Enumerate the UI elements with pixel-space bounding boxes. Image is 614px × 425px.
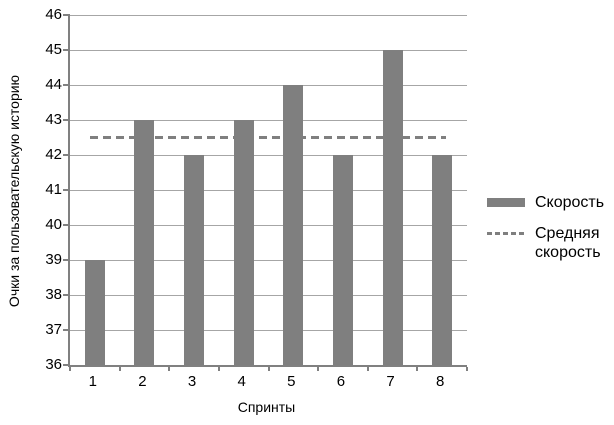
x-tick-label-8: 8 <box>436 373 445 390</box>
y-tick-label-45: 45 <box>45 41 62 58</box>
x-axis-tick-0 <box>69 367 71 371</box>
gridline-42 <box>70 154 467 156</box>
y-tick-label-43: 43 <box>45 111 62 128</box>
velocity-bar-swatch-icon <box>487 198 525 207</box>
average-velocity-dashed-line-icon <box>487 232 525 235</box>
y-axis-tick-41 <box>63 189 70 191</box>
gridline-40 <box>70 224 467 226</box>
x-axis-tick-2 <box>168 367 171 371</box>
x-axis-tick-4 <box>267 367 270 371</box>
y-axis-tick-39 <box>63 259 70 261</box>
y-axis-tick-45 <box>63 49 70 51</box>
y-axis-tick-44 <box>63 84 70 86</box>
legend-label-velocity: Скорость <box>535 194 605 211</box>
y-axis-tick-38 <box>63 294 70 296</box>
x-axis-tick-6 <box>366 367 369 371</box>
gridline-46 <box>70 14 467 16</box>
y-axis-tick-37 <box>63 329 70 331</box>
gridline-38 <box>70 294 467 296</box>
velocity-bar-sprint-4 <box>233 120 254 365</box>
y-tick-label-44: 44 <box>45 76 62 93</box>
x-axis-tick-1 <box>118 367 121 371</box>
y-tick-label-46: 46 <box>45 6 62 23</box>
y-tick-label-37: 37 <box>45 321 62 338</box>
y-tick-label-40: 40 <box>45 216 62 233</box>
x-tick-label-5: 5 <box>287 373 296 390</box>
gridline-37 <box>70 329 467 331</box>
velocity-bar-sprint-8 <box>432 155 453 365</box>
x-axis-tick-5 <box>317 367 320 371</box>
x-tick-label-2: 2 <box>138 373 147 390</box>
gridline-39 <box>70 259 467 261</box>
gridline-43 <box>70 119 467 121</box>
x-axis-tick-3 <box>217 367 220 371</box>
gridline-45 <box>70 49 467 51</box>
x-axis-tick-7 <box>416 367 419 371</box>
x-tick-label-3: 3 <box>187 373 197 390</box>
y-tick-label-39: 39 <box>45 251 62 268</box>
velocity-bar-sprint-3 <box>184 155 205 365</box>
legend-item-velocity: Скорость <box>487 193 614 212</box>
velocity-bar-sprint-1 <box>84 260 105 365</box>
y-axis-tick-42 <box>63 154 70 156</box>
y-axis-tick-46 <box>63 14 70 16</box>
legend-label-average-velocity: Средняя скорость <box>535 225 601 261</box>
x-axis-tick-8 <box>466 367 468 371</box>
y-tick-label-36: 36 <box>45 356 62 373</box>
y-axis-title: Очки за пользовательскую историю <box>6 74 22 308</box>
gridline-44 <box>70 84 467 86</box>
velocity-bar-sprint-6 <box>332 155 353 365</box>
x-axis-title: Спринты <box>237 399 296 415</box>
y-axis-tick-43 <box>63 119 70 121</box>
legend-item-average-velocity: Средняя скорость <box>487 224 614 262</box>
velocity-bar-sprint-7 <box>382 50 403 365</box>
x-tick-label-1: 1 <box>88 373 97 390</box>
velocity-bar-sprint-5 <box>283 85 304 365</box>
y-axis-tick-36 <box>63 364 70 366</box>
gridline-41 <box>70 189 467 191</box>
y-tick-label-42: 42 <box>45 146 62 163</box>
plot-area <box>63 14 468 371</box>
velocity-bar-sprint-2 <box>134 120 155 365</box>
x-tick-label-6: 6 <box>336 373 346 390</box>
average-velocity-line <box>90 136 446 139</box>
y-tick-label-38: 38 <box>45 286 62 303</box>
y-axis-tick-40 <box>63 224 70 226</box>
x-tick-label-7: 7 <box>386 373 395 390</box>
x-tick-label-4: 4 <box>237 373 246 390</box>
legend: Скорость Средняя скорость <box>487 193 614 274</box>
y-tick-label-41: 41 <box>45 181 62 198</box>
